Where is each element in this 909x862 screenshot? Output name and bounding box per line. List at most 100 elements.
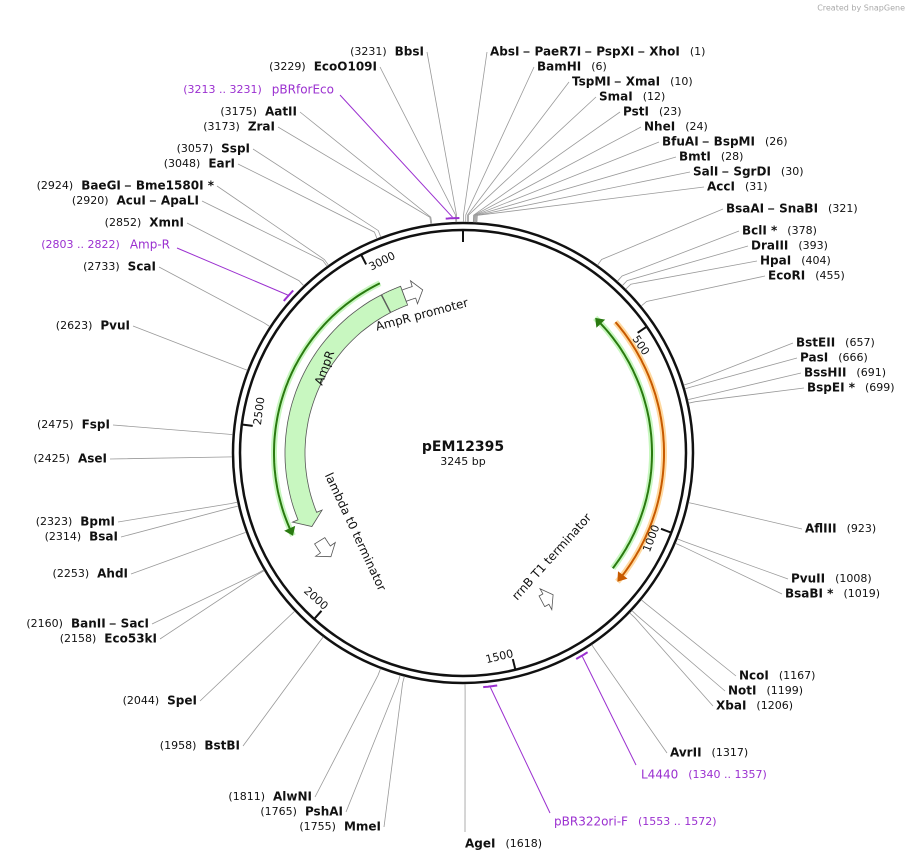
label-row: (2158) Eco53kI [60, 632, 157, 646]
enzyme-line [473, 126, 642, 223]
enzyme-line [201, 200, 328, 267]
enzyme-line [130, 531, 247, 575]
enzyme-line [688, 502, 803, 530]
enzyme-name: EcoO109I [314, 60, 377, 74]
enzyme-name: PasI [800, 351, 828, 365]
primer-arc [613, 320, 667, 584]
label-row: TspMI XmaI (10) [572, 75, 693, 89]
enzyme-line [476, 186, 705, 223]
primer-name: pBR322ori-F [554, 815, 628, 829]
enzyme-line [186, 222, 304, 286]
label-row: (2920) AcuI ApaLI [72, 194, 199, 208]
enzyme-line [474, 141, 660, 223]
label-row: BssHII (691) [804, 366, 886, 380]
label-row: (2475) FspI [37, 418, 110, 432]
enzyme-name: BspMI [714, 135, 755, 149]
enzyme-line [641, 599, 737, 677]
enzyme-site: (2920) [72, 194, 109, 207]
primer-site [445, 217, 460, 220]
enzyme-name: AccI [707, 180, 735, 194]
enzyme-site: (23) [659, 105, 682, 118]
enzyme-line [120, 505, 239, 538]
enzyme-line [112, 424, 233, 435]
enzyme-name: SnaBI [779, 202, 818, 216]
label-row: (3173) ZraI [203, 120, 275, 134]
backbone-inner [238, 228, 688, 678]
enzyme-line [314, 668, 381, 798]
enzyme-name: AlwNI [273, 790, 312, 804]
enzyme-site: (3048) [164, 157, 201, 170]
enzyme-line [277, 126, 432, 225]
primer-name: pBRforEco [272, 83, 334, 97]
enzyme-name: HpaI [760, 254, 791, 268]
feature-label: rrnB T1 terminator [509, 510, 594, 602]
label-row: NcoI (1167) [739, 669, 815, 683]
enzyme-line [109, 456, 233, 460]
enzyme-site: (28) [721, 150, 744, 163]
primer-line [176, 247, 288, 296]
enzyme-name: Bme1580I * [136, 179, 215, 193]
label-row: (3231) BbsI [350, 45, 424, 59]
enzyme-name: BstEII [796, 336, 835, 350]
enzyme-line [216, 185, 329, 266]
tick-label: 2000 [301, 584, 331, 612]
enzyme-site: (2044) [123, 694, 160, 707]
enzyme-name: BsaAI [726, 202, 764, 216]
enzyme-site: (2852) [105, 216, 142, 229]
enzyme-name: ApaLI [161, 194, 199, 208]
enzyme-name: SpeI [167, 694, 197, 708]
label-row: (1765) PshAI [260, 805, 343, 819]
enzyme-name: XbaI [716, 699, 746, 713]
enzyme-name: TspMI [572, 75, 611, 89]
enzyme-line [625, 260, 758, 290]
enzyme-name: BstBI [204, 739, 240, 753]
primer-arc [596, 319, 653, 569]
enzyme-name: AvrII [670, 746, 702, 760]
enzyme-line [159, 570, 265, 640]
enzyme-site: (6) [591, 60, 607, 73]
enzyme-site: (1755) [299, 820, 336, 833]
enzyme-line [629, 612, 714, 707]
enzyme-name: Eco53kI [104, 632, 157, 646]
label-row: (2253) AhdI [53, 567, 128, 581]
label-row: PvuII (1008) [791, 572, 872, 586]
enzyme-line [631, 610, 726, 692]
enzyme-name: ZraI [248, 120, 275, 134]
enzyme-name: AflIII [805, 522, 837, 536]
primer-arc [614, 321, 665, 580]
enzyme-site: (2253) [53, 567, 90, 580]
enzyme-site: (10) [670, 75, 693, 88]
enzyme-line [597, 208, 724, 266]
enzyme-line [591, 644, 668, 754]
enzyme-name: BanII [71, 617, 106, 631]
enzyme-name: PaeR7I [534, 45, 581, 59]
enzyme-name: NcoI [739, 669, 769, 683]
enzyme-name: PvuII [791, 572, 825, 586]
enzyme-name: BspEI * [807, 381, 856, 395]
enzyme-site: (2314) [45, 530, 82, 543]
tick-label: 3000 [367, 249, 398, 273]
primer-arc-head [617, 571, 628, 582]
label-row: NotI (1199) [728, 684, 803, 698]
enzyme-site: (2323) [36, 515, 73, 528]
label-row: AccI (31) [707, 180, 768, 194]
enzyme-site: (1765) [260, 805, 297, 818]
label-row: (2425) AseI [33, 452, 107, 466]
label-row: BamHI (6) [537, 60, 607, 74]
primer-range: (1553 .. 1572) [638, 815, 717, 828]
enzyme-site: (3173) [203, 120, 240, 133]
enzyme-site: (378) [787, 224, 817, 237]
primer-line [489, 687, 551, 814]
watermark: Created by SnapGene [817, 4, 905, 13]
enzyme-line [475, 156, 677, 223]
enzyme-name: BssHII [804, 366, 846, 380]
enzyme-name: BclI * [742, 224, 778, 238]
label-row: (2314) BsaI [45, 530, 118, 544]
label-row: L4440 (1340 .. 1357) [641, 768, 767, 782]
enzyme-site: (3231) [350, 45, 387, 58]
enzyme-site: (2733) [83, 260, 120, 273]
enzyme-site: (455) [815, 269, 845, 282]
enzyme-name: SmaI [599, 90, 633, 104]
primer-range: (1340 .. 1357) [688, 768, 767, 781]
primer-arc-head [595, 317, 606, 328]
